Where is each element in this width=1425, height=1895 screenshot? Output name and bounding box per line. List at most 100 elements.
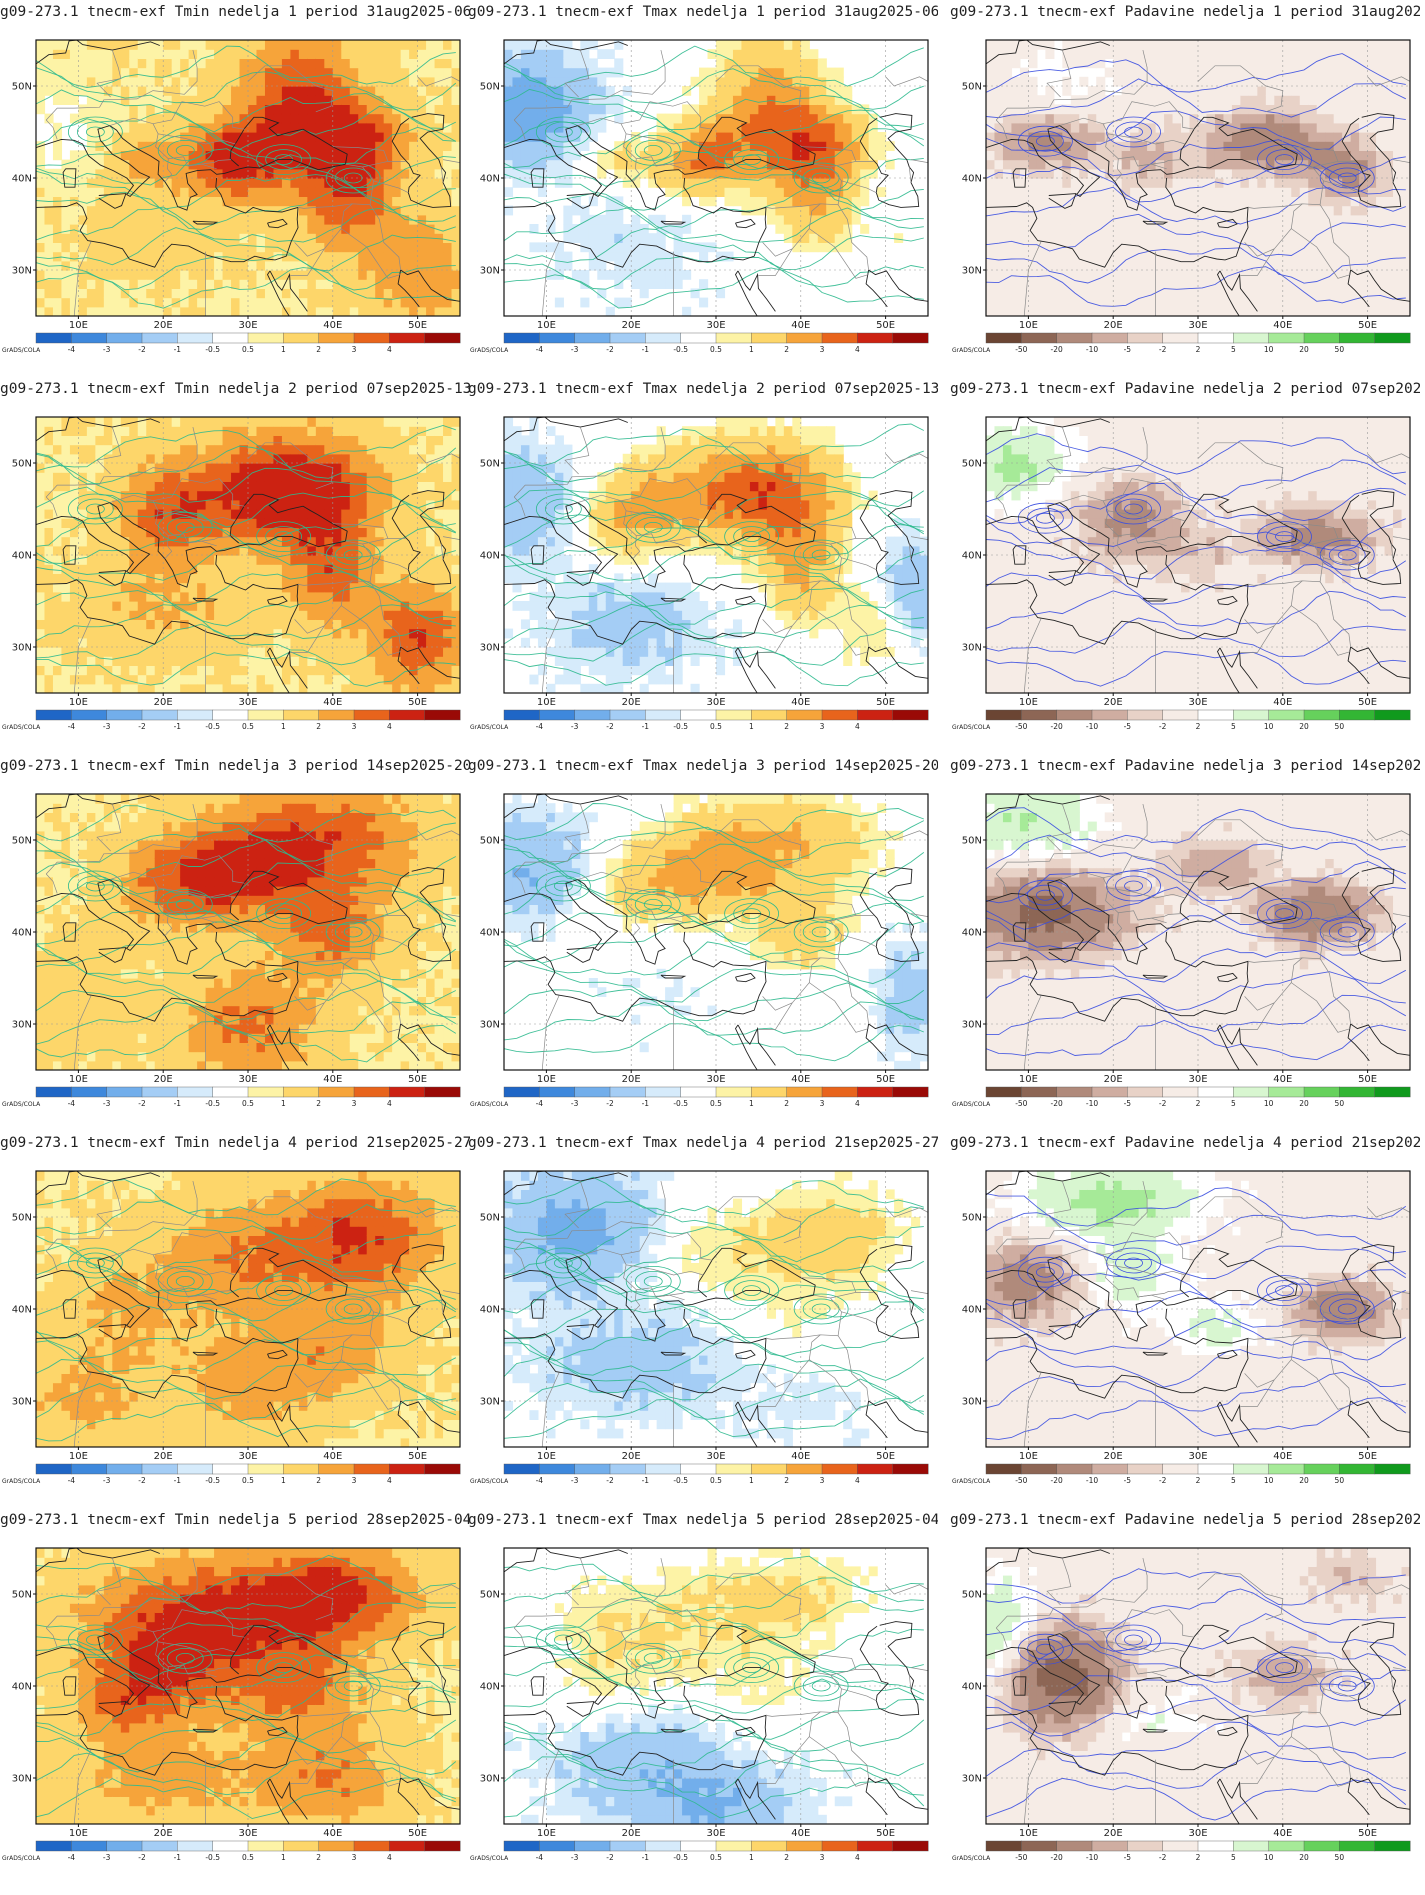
colorbar-label: 20 — [1299, 345, 1309, 354]
lon-tick-label: 30E — [706, 1451, 725, 1462]
lat-tick-label: 30N — [480, 1397, 500, 1408]
lon-tick-label: 30E — [1188, 697, 1207, 708]
colorbar-label: 50 — [1335, 722, 1345, 731]
anomaly-field — [504, 1171, 928, 1447]
lon-tick-label: 50E — [1358, 1451, 1377, 1462]
lon-tick-label: 40E — [323, 1828, 342, 1839]
colorbar-label: 0.5 — [710, 1099, 722, 1108]
colorbar-label: -2 — [1159, 1476, 1167, 1485]
map-panel-tmax-week-4: g09-273.1 tnecm-exf Tmax nedelja 4 perio… — [468, 1131, 938, 1506]
anomaly-field — [504, 40, 928, 316]
coastlines — [986, 794, 1410, 1070]
panel-title: g09-273.1 tnecm-exf Padavine nedelja 5 p… — [950, 1512, 1420, 1528]
colorbar: -4 -3 -2 -1 -0.5 0.5 1 2 3 4 — [503, 1840, 929, 1862]
anomaly-map: 10E 20E 30E 40E 50E 30N 40N 50N -50 -20 -10 -5 -2 2 5 1… — [952, 1547, 1411, 1862]
colorbar-label: -4 — [68, 722, 76, 731]
colorbar-label: -5 — [1124, 1099, 1132, 1108]
colorbar-label: -4 — [536, 1476, 544, 1485]
lon-tick-label: 30E — [1188, 1828, 1207, 1839]
colorbar-label: -20 — [1051, 722, 1063, 731]
colorbar-label: 20 — [1299, 722, 1309, 731]
lat-tick-label: 30N — [480, 643, 500, 654]
lon-tick-label: 30E — [1188, 320, 1207, 331]
anomaly-field — [36, 794, 460, 1070]
coastlines — [986, 417, 1410, 693]
colorbar-label: 1 — [281, 1853, 286, 1862]
anomaly-field — [504, 794, 928, 1070]
colorbar-label: -3 — [103, 1099, 111, 1108]
lon-tick-label: 40E — [323, 320, 342, 331]
colorbar: -4 -3 -2 -1 -0.5 0.5 1 2 3 4 — [35, 1463, 461, 1485]
anomaly-field — [36, 417, 460, 693]
lon-tick-label: 50E — [408, 320, 427, 331]
anomaly-map: 10E 20E 30E 40E 50E 30N 40N 50N -4 -3 -2 -1 -0.5 0.5 1… — [470, 1547, 929, 1862]
colorbar-label: 4 — [387, 722, 392, 731]
colorbar-label: 2 — [784, 345, 789, 354]
lat-tick-label: 40N — [480, 174, 500, 185]
graticule — [504, 417, 928, 693]
lon-tick-label: 40E — [791, 1074, 810, 1085]
anomaly-field — [36, 40, 460, 316]
anomaly-map: 10E 20E 30E 40E 50E 30N 40N 50N -50 -20 -10 -5 -2 2 5 1… — [952, 1170, 1411, 1485]
coastlines — [986, 1548, 1410, 1824]
colorbar-label: 20 — [1299, 1099, 1309, 1108]
colorbar-label: 1 — [749, 345, 754, 354]
lat-tick-label: 30N — [12, 266, 32, 277]
colorbar-label: -1 — [642, 1476, 650, 1485]
colorbar-label: -3 — [103, 345, 111, 354]
colorbar-label: -1 — [174, 1099, 182, 1108]
grads-credit: GrADS/COLA — [952, 1855, 991, 1862]
colorbar-label: 2 — [1196, 1099, 1201, 1108]
coastlines — [36, 794, 460, 1070]
map-panel-tmax-week-1: g09-273.1 tnecm-exf Tmax nedelja 1 perio… — [468, 0, 938, 375]
colorbar-label: 0.5 — [242, 722, 254, 731]
colorbar-label: 3 — [352, 1476, 357, 1485]
lat-tick-label: 30N — [962, 1774, 982, 1785]
coastlines — [36, 417, 460, 693]
grads-credit: GrADS/COLA — [2, 1855, 41, 1862]
lat-tick-label: 40N — [480, 1305, 500, 1316]
colorbar: -50 -20 -10 -5 -2 2 5 10 20 50 — [985, 1463, 1411, 1485]
panel-title: g09-273.1 tnecm-exf Tmin nedelja 1 perio… — [0, 4, 470, 20]
colorbar-label: 2 — [316, 1099, 321, 1108]
lat-tick-label: 50N — [12, 1213, 32, 1224]
coastlines — [504, 1171, 928, 1447]
country-borders — [995, 426, 1410, 693]
lon-tick-label: 50E — [1358, 1828, 1377, 1839]
coastlines — [986, 40, 1410, 316]
graticule — [504, 794, 928, 1070]
country-borders — [513, 803, 928, 1070]
lon-tick-label: 40E — [1273, 1828, 1292, 1839]
country-borders — [45, 1180, 460, 1447]
lat-tick-label: 30N — [962, 266, 982, 277]
panel-title: g09-273.1 tnecm-exf Tmax nedelja 5 perio… — [468, 1512, 938, 1528]
colorbar-label: -4 — [68, 1476, 76, 1485]
colorbar-label: -4 — [536, 1099, 544, 1108]
colorbar-label: 5 — [1231, 1853, 1236, 1862]
lon-tick-label: 20E — [622, 320, 641, 331]
lon-tick-label: 40E — [791, 1451, 810, 1462]
colorbar-label: -2 — [606, 1476, 614, 1485]
grads-credit: GrADS/COLA — [2, 1478, 41, 1485]
colorbar-label: 50 — [1335, 345, 1345, 354]
panel-title: g09-273.1 tnecm-exf Tmin nedelja 3 perio… — [0, 758, 470, 774]
colorbar-label: -0.5 — [205, 1476, 220, 1485]
map-panel-tmin-week-2: g09-273.1 tnecm-exf Tmin nedelja 2 perio… — [0, 377, 470, 752]
colorbar-label: -2 — [138, 1853, 146, 1862]
colorbar-label: -2 — [138, 1099, 146, 1108]
lat-tick-label: 30N — [12, 1774, 32, 1785]
colorbar-label: -20 — [1051, 1476, 1063, 1485]
coastlines — [504, 1548, 928, 1824]
graticule — [986, 1548, 1410, 1824]
anomaly-map: 10E 20E 30E 40E 50E 30N 40N 50N -4 -3 -2 -1 -0.5 0.5 1… — [2, 793, 461, 1108]
colorbar: -50 -20 -10 -5 -2 2 5 10 20 50 — [985, 332, 1411, 354]
colorbar: -4 -3 -2 -1 -0.5 0.5 1 2 3 4 — [503, 709, 929, 731]
coastlines — [504, 794, 928, 1070]
colorbar-label: -2 — [606, 1099, 614, 1108]
lon-tick-label: 10E — [69, 1074, 88, 1085]
grads-credit: GrADS/COLA — [470, 1855, 509, 1862]
anomaly-map: 10E 20E 30E 40E 50E 30N 40N 50N -4 -3 -2 -1 -0.5 0.5 1… — [2, 1170, 461, 1485]
colorbar-label: -50 — [1015, 345, 1027, 354]
lon-tick-label: 50E — [408, 1074, 427, 1085]
colorbar-label: 10 — [1264, 1476, 1274, 1485]
